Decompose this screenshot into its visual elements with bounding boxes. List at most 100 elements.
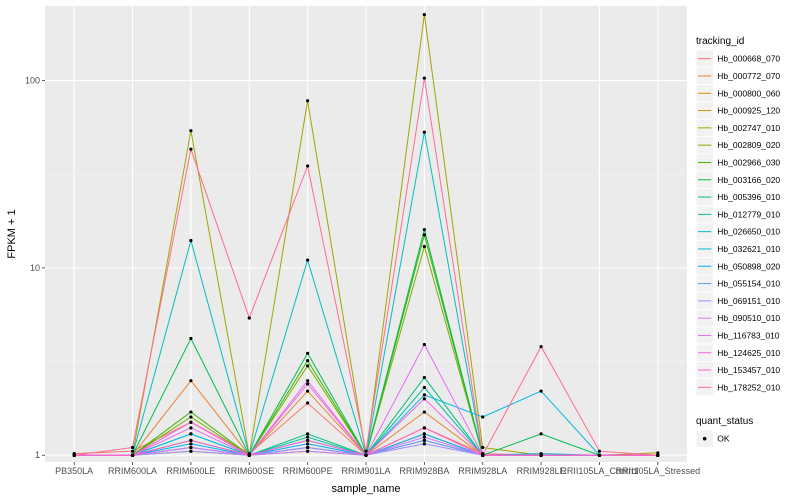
x-tick-label: RRIM600PE — [283, 466, 333, 476]
data-point — [306, 382, 310, 386]
legend-item: Hb_002809_020 — [695, 136, 780, 155]
legend-item: Hb_000668_070 — [695, 49, 780, 68]
y-axis-title: FPKM + 1 — [6, 209, 18, 258]
data-point — [306, 435, 310, 439]
legend-label: Hb_069151_010 — [717, 296, 780, 306]
legend-item: Hb_012779_010 — [695, 205, 780, 224]
data-point — [189, 415, 193, 419]
data-point — [189, 432, 193, 436]
legend-tracking-id: tracking_id Hb_000668_070 Hb_000772_070 Hb_… — [695, 36, 780, 397]
data-point — [189, 238, 193, 243]
data-point — [130, 453, 135, 457]
legend-item: Hb_153457_010 — [695, 360, 780, 380]
data-point — [306, 351, 310, 355]
data-point — [422, 76, 426, 80]
legend-label: Hb_090510_010 — [717, 313, 780, 323]
data-point — [422, 397, 426, 401]
legend-item: Hb_116783_010 — [695, 326, 780, 345]
y-tick-label: 100 — [25, 76, 40, 86]
legend-title: tracking_id — [696, 36, 744, 47]
data-point — [539, 453, 543, 457]
data-point — [189, 336, 193, 341]
data-point — [422, 442, 426, 446]
data-point — [306, 442, 310, 446]
data-point — [306, 358, 310, 363]
x-tick-label: RRIM901LA — [341, 466, 390, 476]
data-point — [364, 449, 368, 453]
data-point — [306, 389, 310, 393]
data-point — [422, 438, 426, 442]
legend-item: Hb_090510_010 — [695, 309, 780, 328]
legend-label: Hb_005396_010 — [717, 192, 780, 202]
legend2-item: OK — [695, 429, 730, 448]
data-point — [597, 449, 602, 453]
data-point — [306, 258, 310, 262]
legend-item: Hb_002966_030 — [695, 153, 780, 172]
legend-label: Hb_178252_010 — [717, 382, 780, 392]
data-point — [306, 99, 310, 103]
data-point — [422, 432, 426, 436]
data-point — [189, 420, 193, 424]
x-tick-label: RRIM928LA — [458, 466, 507, 476]
y-tick-label: 10 — [30, 263, 40, 273]
x-tick-label: RRIM928BA — [399, 466, 449, 476]
legend2-title: quant_status — [696, 416, 753, 427]
data-point — [306, 438, 310, 442]
data-point — [481, 453, 485, 457]
data-point — [247, 316, 251, 320]
legend-item: Hb_026650_010 — [695, 222, 780, 241]
legend-item: Hb_000925_120 — [695, 101, 780, 120]
data-point — [422, 233, 426, 237]
legend-item: Hb_124625_010 — [695, 343, 780, 362]
data-point — [247, 453, 251, 457]
legend2-key-point — [702, 436, 707, 441]
data-point — [422, 426, 426, 430]
x-tick-label: PB350LA — [55, 466, 93, 476]
data-point — [422, 435, 426, 439]
data-point — [597, 453, 602, 457]
data-point — [422, 393, 426, 397]
data-point — [306, 401, 310, 405]
legend-label: Hb_000800_060 — [717, 88, 780, 98]
data-point — [72, 453, 76, 457]
legend-label: Hb_002809_020 — [717, 140, 780, 150]
legend-item: Hb_000772_070 — [695, 66, 780, 86]
x-axis-title: sample_name — [331, 483, 400, 495]
x-tick-label: RRIM600SE — [224, 466, 274, 476]
x-tick-label: RRII105LA_Stressed — [616, 466, 701, 476]
legend-label: Hb_000925_120 — [717, 106, 780, 116]
data-point — [189, 449, 193, 453]
data-point — [656, 453, 660, 457]
legend-label: Hb_153457_010 — [717, 365, 780, 375]
data-point — [422, 410, 426, 414]
legend-item: Hb_000800_060 — [695, 84, 780, 103]
legend-label: Hb_002747_010 — [717, 123, 780, 133]
data-point — [481, 445, 485, 450]
data-point — [306, 445, 310, 450]
data-point — [189, 445, 193, 450]
legend-item: Hb_032621_010 — [695, 239, 780, 259]
data-point — [189, 442, 193, 446]
data-point — [539, 432, 543, 436]
data-point — [422, 385, 426, 390]
data-point — [422, 342, 426, 347]
legend-label: Hb_000668_070 — [717, 54, 780, 64]
data-point — [422, 375, 426, 380]
legend-label: Hb_012779_010 — [717, 209, 780, 219]
legend2-label: OK — [717, 434, 730, 444]
data-point — [422, 244, 426, 249]
data-point — [189, 426, 193, 430]
data-point — [422, 12, 426, 17]
legend-item: Hb_178252_010 — [695, 378, 780, 397]
x-tick-label: RRIM928LE — [517, 466, 566, 476]
legend-item: Hb_050898_020 — [695, 257, 780, 276]
legend-item: Hb_003166_020 — [695, 170, 780, 189]
legend-quant-status: quant_status OK — [695, 416, 753, 448]
data-point — [130, 445, 135, 450]
legend-item: Hb_055154_010 — [695, 274, 780, 293]
data-point — [189, 147, 193, 151]
data-point — [306, 164, 310, 168]
x-axis: PB350LA RRIM600LA RRIM600LE RRIM600SE RRIM60… — [55, 462, 700, 476]
y-axis: 1 10 100 — [25, 76, 45, 460]
